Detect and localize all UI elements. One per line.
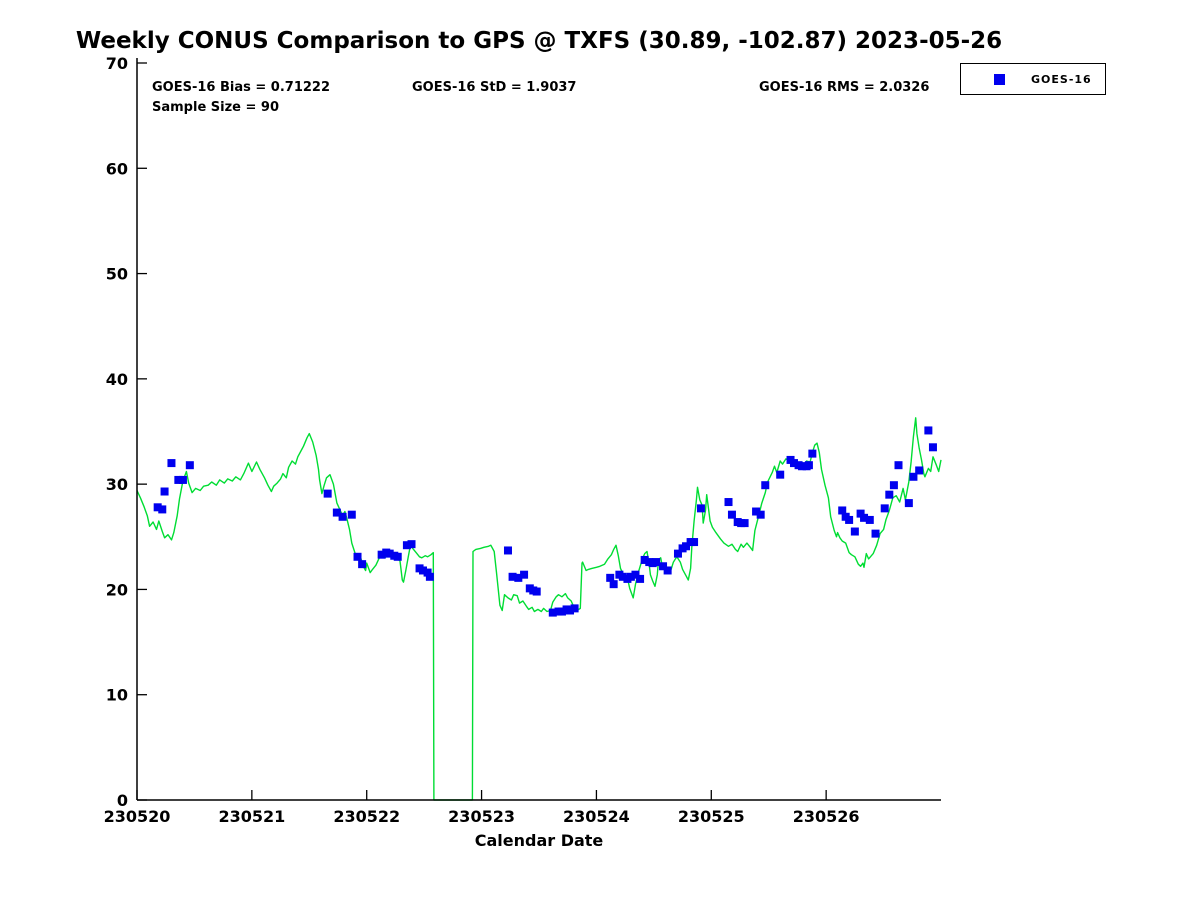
gps-line-series	[136, 417, 942, 801]
svg-text:230522: 230522	[333, 807, 400, 826]
svg-text:230520: 230520	[104, 807, 171, 826]
svg-text:50: 50	[106, 265, 128, 284]
legend-box: GOES-16	[960, 63, 1106, 95]
svg-text:60: 60	[106, 159, 128, 178]
svg-text:230524: 230524	[563, 807, 630, 826]
goes16-scatter-series	[153, 426, 937, 617]
legend-goes16-label: GOES-16	[1031, 72, 1092, 86]
svg-text:20: 20	[106, 580, 128, 599]
svg-text:0: 0	[117, 791, 128, 810]
stat-sample-size: Sample Size = 90	[152, 100, 280, 115]
svg-text:230523: 230523	[448, 807, 515, 826]
svg-text:230525: 230525	[678, 807, 745, 826]
stat-rms: GOES-16 RMS = 2.0326	[759, 80, 930, 95]
x-axis-label: Calendar Date	[474, 831, 604, 850]
svg-text:10: 10	[106, 686, 128, 705]
stat-std: GOES-16 StD = 1.9037	[412, 80, 577, 95]
legend-goes16-marker-icon	[994, 73, 1005, 85]
svg-text:40: 40	[106, 370, 128, 389]
svg-text:70: 70	[106, 54, 128, 73]
svg-text:230521: 230521	[218, 807, 285, 826]
stat-bias: GOES-16 Bias = 0.71222	[152, 80, 331, 95]
svg-text:30: 30	[106, 475, 128, 494]
page-title: Weekly CONUS Comparison to GPS @ TXFS (3…	[75, 28, 1003, 54]
axes: 0 10 20 30 40 50 60 70 230520 230521 230522 230523 2…	[104, 54, 941, 826]
svg-text:230526: 230526	[793, 807, 860, 826]
